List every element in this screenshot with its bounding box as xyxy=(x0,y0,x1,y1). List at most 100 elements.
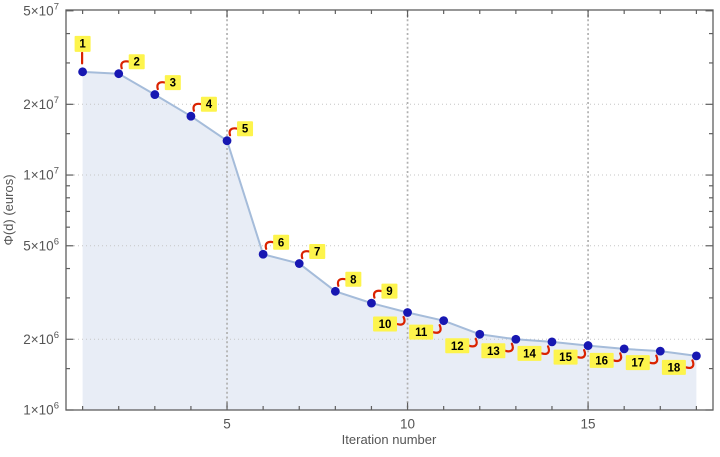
callout-leader-arrow xyxy=(300,250,311,260)
callout-leader-arrow xyxy=(120,60,131,70)
x-tick-label: 15 xyxy=(581,417,596,432)
callout-number: 16 xyxy=(595,355,608,367)
callout-2: 2 xyxy=(120,54,145,70)
x-tick-label: 10 xyxy=(400,417,415,432)
callout-number: 14 xyxy=(523,348,536,360)
callout-3: 3 xyxy=(156,75,181,91)
callout-number: 11 xyxy=(415,327,428,339)
data-point-3 xyxy=(150,90,160,99)
data-point-17 xyxy=(655,346,665,356)
data-point-6 xyxy=(258,249,268,259)
callout-number: 1 xyxy=(79,38,86,50)
data-point-4 xyxy=(186,111,196,121)
callout-number: 3 xyxy=(170,78,176,90)
callout-box xyxy=(164,75,181,91)
data-point-5 xyxy=(222,136,232,146)
callout-15: 15 xyxy=(553,348,587,365)
y-tick-label: 2×107 xyxy=(23,95,59,112)
callout-box xyxy=(74,35,91,52)
callout-leader-arrow xyxy=(432,324,442,334)
callout-number: 15 xyxy=(559,352,572,364)
callout-8: 8 xyxy=(336,271,362,287)
callout-box xyxy=(553,349,578,365)
data-point-16 xyxy=(619,344,629,354)
callout-number: 2 xyxy=(134,57,140,69)
x-axis-label: Iteration number xyxy=(342,432,437,447)
callout-1: 1 xyxy=(74,35,91,65)
callout-18: 18 xyxy=(661,359,695,375)
y-axis-label: Φ(d) (euros) xyxy=(1,174,16,245)
callout-box xyxy=(381,283,398,299)
callout-box xyxy=(237,121,254,137)
callout-leader-arrow xyxy=(504,342,514,353)
data-point-8 xyxy=(330,286,340,296)
callout-12: 12 xyxy=(445,337,478,354)
data-point-13 xyxy=(511,334,521,344)
callout-number: 5 xyxy=(242,124,249,136)
callout-leader-arrow xyxy=(612,352,623,363)
callout-16: 16 xyxy=(589,352,623,368)
callout-leader-arrow xyxy=(156,81,167,91)
data-point-12 xyxy=(475,329,485,339)
callout-leader-arrow xyxy=(228,127,239,137)
data-point-11 xyxy=(439,316,449,326)
callout-box xyxy=(589,352,614,368)
callout-number: 17 xyxy=(631,358,644,370)
y-tick-label: 1×107 xyxy=(23,166,59,183)
callout-leader-arrow xyxy=(336,277,347,287)
callout-box xyxy=(409,324,434,340)
callout-10: 10 xyxy=(373,315,406,332)
callout-leader-arrow xyxy=(372,289,384,299)
data-point-1 xyxy=(78,67,88,77)
callout-number: 13 xyxy=(487,346,500,358)
y-tick-label: 2×106 xyxy=(23,330,59,347)
data-point-9 xyxy=(367,298,376,308)
callout-17: 17 xyxy=(625,354,659,371)
callout-leader-arrow xyxy=(648,354,659,365)
data-point-7 xyxy=(294,259,304,268)
callout-number: 18 xyxy=(667,362,680,374)
callout-4: 4 xyxy=(192,96,217,112)
data-point-2 xyxy=(114,69,124,79)
area-fill xyxy=(82,71,697,411)
callout-11: 11 xyxy=(409,324,442,340)
series-fill-region xyxy=(82,71,697,411)
callout-number: 12 xyxy=(451,341,464,353)
plot-frame xyxy=(65,9,714,411)
callout-number: 4 xyxy=(206,99,213,111)
callout-7: 7 xyxy=(300,244,326,260)
callout-box xyxy=(517,345,542,361)
callout-14: 14 xyxy=(517,345,551,361)
series-line xyxy=(82,70,697,357)
y-tick-label: 5×107 xyxy=(23,1,59,18)
callout-leader-arrow xyxy=(684,359,695,369)
callout-number: 7 xyxy=(314,247,320,259)
callout-number: 9 xyxy=(386,286,392,298)
callout-box xyxy=(128,54,145,70)
data-points xyxy=(78,67,701,361)
axes-frame xyxy=(65,9,714,411)
callout-box xyxy=(200,96,217,112)
callout-leader-arrow xyxy=(264,240,275,250)
callout-box xyxy=(345,271,362,287)
callout-box xyxy=(481,343,506,359)
callout-leader-arrow xyxy=(395,315,406,326)
callout-leader-arrow xyxy=(192,102,203,112)
callout-13: 13 xyxy=(481,342,514,359)
y-tick-label: 1×106 xyxy=(23,401,59,418)
callout-box xyxy=(661,359,686,375)
data-point-10 xyxy=(403,308,412,317)
data-point-18 xyxy=(691,351,701,361)
callout-number: 10 xyxy=(379,319,392,331)
callout-box xyxy=(309,244,326,260)
callout-9: 9 xyxy=(372,283,398,299)
data-point-15 xyxy=(583,341,593,350)
callout-leader-arrow xyxy=(540,345,551,355)
callout-leader-arrow xyxy=(468,337,478,348)
x-tick-label: 5 xyxy=(223,417,231,432)
y-tick-label: 5×106 xyxy=(23,236,59,253)
callout-6: 6 xyxy=(264,234,290,250)
